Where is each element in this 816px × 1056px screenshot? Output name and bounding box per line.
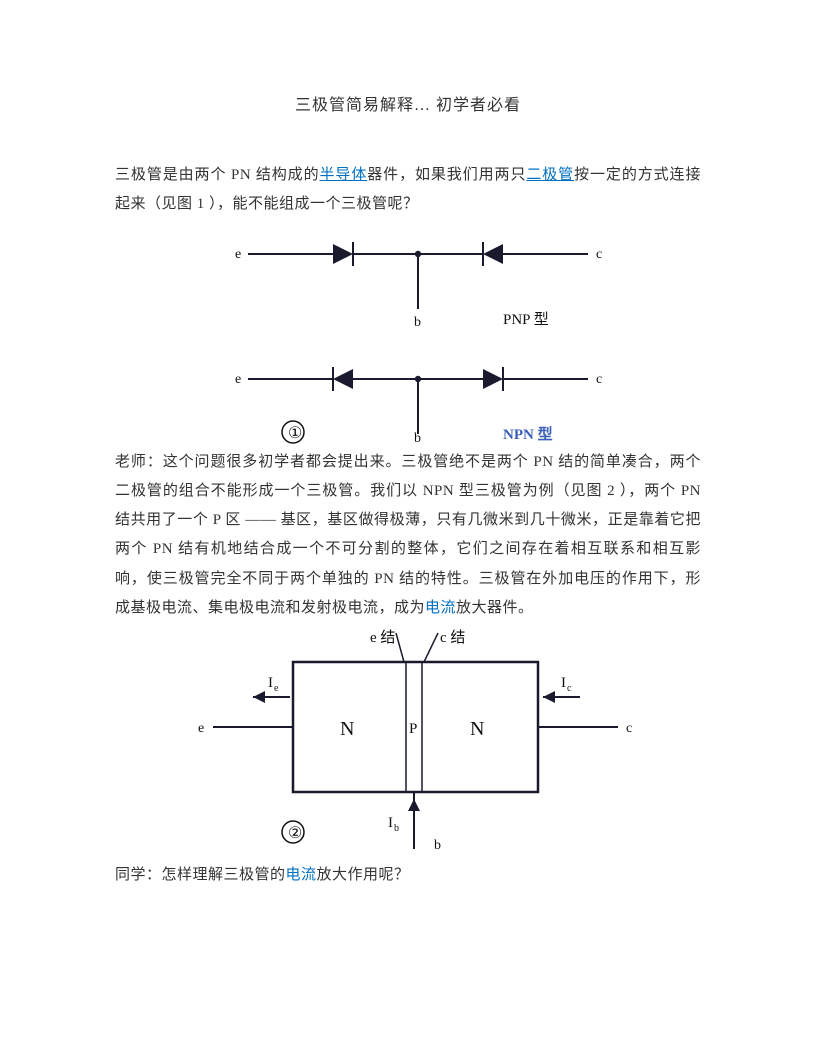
page-title: 三极管简易解释… 初学者必看 <box>115 90 701 121</box>
fig2-Ie: I <box>268 675 273 691</box>
fig2-N-right: N <box>470 718 484 740</box>
fig1-c-label-2: c <box>596 372 602 387</box>
fig1-c-label: c <box>596 247 602 262</box>
fig2-Ib: I <box>388 815 393 831</box>
fig2-N-left: N <box>340 718 354 740</box>
paragraph-3: 同学：怎样理解三极管的电流放大作用呢？ <box>115 861 701 890</box>
fig2-b: b <box>434 838 441 853</box>
fig2-P: P <box>409 721 417 737</box>
fig2-Ib-sub: b <box>394 823 399 834</box>
p3-text-a: 同学：怎样理解三极管的 <box>115 867 286 883</box>
p3-text-b: 放大作用呢？ <box>317 867 410 883</box>
fig2-e-junction: e 结 <box>370 629 395 646</box>
fig1-b-label: b <box>414 315 421 330</box>
fig2-e: e <box>198 721 204 736</box>
p1-text-b: 器件，如果我们用两只 <box>367 167 526 183</box>
fig1-number: ① <box>288 425 302 442</box>
fig1-npn-label: NPN 型 <box>503 425 553 443</box>
fig1-b-label-2: b <box>414 431 421 444</box>
p2-text-a: 老师：这个问题很多初学者都会提出来。三极管绝不是两个 PN 结的简单凑合，两个二… <box>115 454 701 616</box>
fig2-Ie-sub: e <box>274 683 279 694</box>
fig2-c-junction: c 结 <box>440 629 465 646</box>
figure-2: e 结 c 结 N P N I e e I c c I b b ② <box>115 627 701 857</box>
link-current-1[interactable]: 电流 <box>425 600 456 616</box>
link-semiconductor[interactable]: 半导体 <box>320 167 368 183</box>
link-current-2[interactable]: 电流 <box>286 867 317 883</box>
p2-text-b: 放大器件。 <box>456 600 534 616</box>
fig2-Ic-sub: c <box>567 683 572 694</box>
fig1-e-label: e <box>235 247 241 262</box>
figure-1: e c b PNP 型 e c b NPN 型 ① <box>115 224 701 444</box>
paragraph-1: 三极管是由两个 PN 结构成的半导体器件，如果我们用两只二极管按一定的方式连接起… <box>115 161 701 220</box>
fig1-pnp-label: PNP 型 <box>503 311 549 328</box>
fig1-e-label-2: e <box>235 372 241 387</box>
paragraph-2: 老师：这个问题很多初学者都会提出来。三极管绝不是两个 PN 结的简单凑合，两个二… <box>115 448 701 624</box>
link-diode[interactable]: 二极管 <box>526 167 574 183</box>
fig2-c: c <box>626 721 632 736</box>
fig2-Ic: I <box>561 675 566 691</box>
fig2-number: ② <box>288 825 302 842</box>
p1-text-a: 三极管是由两个 PN 结构成的 <box>115 167 320 183</box>
